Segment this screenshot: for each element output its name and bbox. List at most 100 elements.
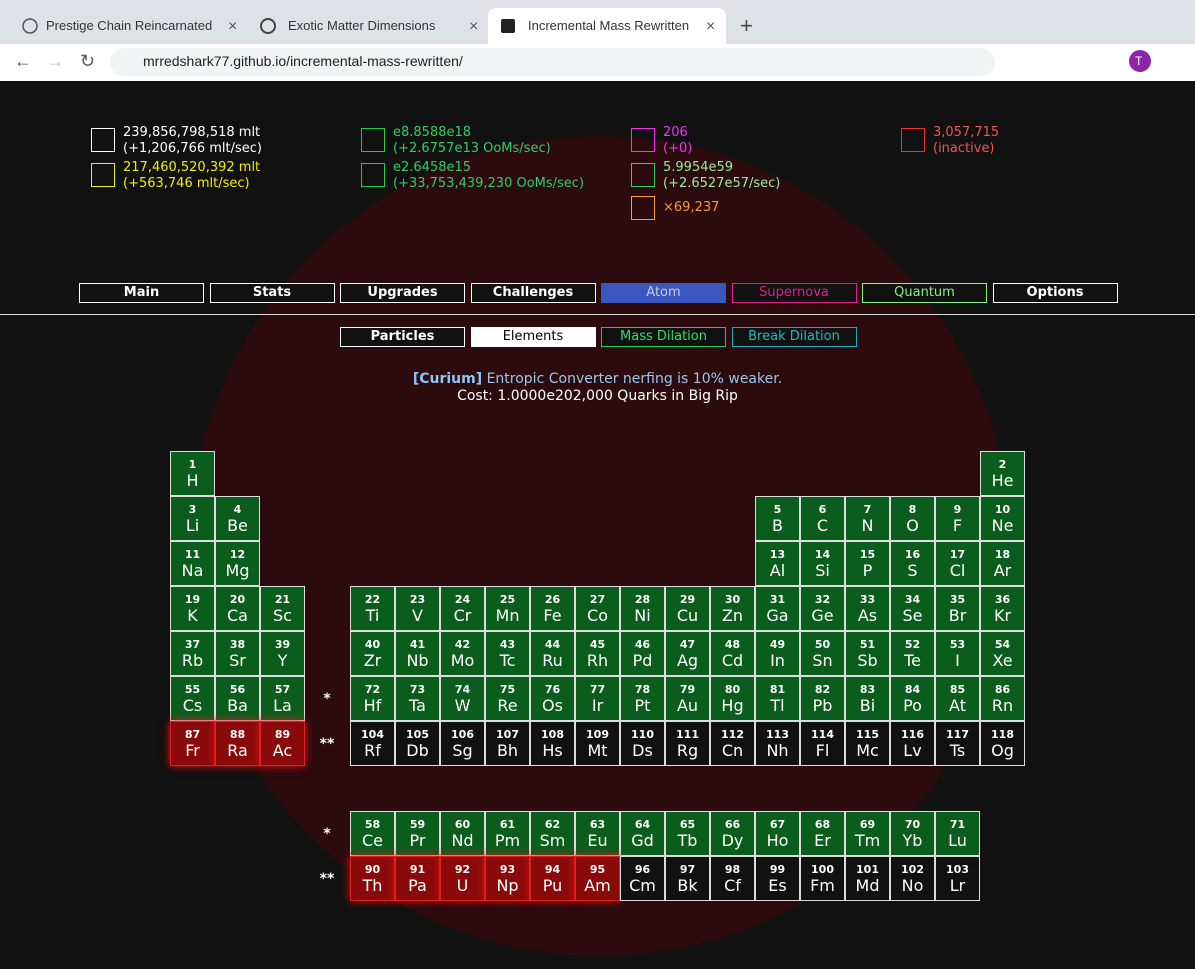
element-cell[interactable]: 11 Na xyxy=(170,541,215,586)
element-cell[interactable]: 10 Ne xyxy=(980,496,1025,541)
element-cell[interactable]: 112 Cn xyxy=(710,721,755,766)
element-cell[interactable]: 73 Ta xyxy=(395,676,440,721)
element-cell[interactable]: 104 Rf xyxy=(350,721,395,766)
subtab-button[interactable]: Mass Dilation xyxy=(601,327,726,347)
tab-button[interactable]: Options xyxy=(992,283,1118,303)
element-cell[interactable]: 33 As xyxy=(845,586,890,631)
element-cell[interactable]: 4 Be xyxy=(215,496,260,541)
browser-tab[interactable]: Exotic Matter Dimensions xyxy=(248,8,486,44)
tab-button[interactable]: Atom xyxy=(601,283,726,303)
element-cell[interactable]: 51 Sb xyxy=(845,631,890,676)
element-cell[interactable]: 18 Ar xyxy=(980,541,1025,586)
element-cell[interactable]: 105 Db xyxy=(395,721,440,766)
element-cell[interactable]: 20 Ca xyxy=(215,586,260,631)
element-cell[interactable]: 96 Cm xyxy=(620,856,665,901)
element-cell[interactable]: 22 Ti xyxy=(350,586,395,631)
element-cell[interactable]: 107 Bh xyxy=(485,721,530,766)
element-cell[interactable]: 78 Pt xyxy=(620,676,665,721)
element-cell[interactable]: 82 Pb xyxy=(800,676,845,721)
element-cell[interactable]: 28 Ni xyxy=(620,586,665,631)
browser-tab[interactable]: Prestige Chain Reincarnated xyxy=(6,8,244,44)
subtab-button[interactable]: Elements xyxy=(470,327,596,347)
element-cell[interactable]: 101 Md xyxy=(845,856,890,901)
element-cell[interactable]: 41 Nb xyxy=(395,631,440,676)
element-cell[interactable]: 48 Cd xyxy=(710,631,755,676)
element-cell[interactable]: 12 Mg xyxy=(215,541,260,586)
element-cell[interactable]: 93 Np xyxy=(485,856,530,901)
element-cell[interactable]: 75 Re xyxy=(485,676,530,721)
element-cell[interactable]: 13 Al xyxy=(755,541,800,586)
element-cell[interactable]: 2 He xyxy=(980,451,1025,496)
element-cell[interactable]: 44 Ru xyxy=(530,631,575,676)
element-cell[interactable]: 14 Si xyxy=(800,541,845,586)
url[interactable]: mrredshark77.github.io/incremental-mass-… xyxy=(143,53,463,69)
tab-button[interactable]: Quantum xyxy=(862,283,987,303)
element-cell[interactable]: 30 Zn xyxy=(710,586,755,631)
element-cell[interactable]: 79 Au xyxy=(665,676,710,721)
element-cell[interactable]: 98 Cf xyxy=(710,856,755,901)
element-cell[interactable]: 50 Sn xyxy=(800,631,845,676)
element-cell[interactable]: 100 Fm xyxy=(800,856,845,901)
element-cell[interactable]: 66 Dy xyxy=(710,811,755,856)
element-cell[interactable]: 106 Sg xyxy=(440,721,485,766)
tab-button[interactable]: Stats xyxy=(209,283,335,303)
element-cell[interactable]: 67 Ho xyxy=(755,811,800,856)
element-cell[interactable]: 86 Rn xyxy=(980,676,1025,721)
element-cell[interactable]: 17 Cl xyxy=(935,541,980,586)
profile-initial[interactable]: T xyxy=(1135,54,1143,68)
element-cell[interactable]: 108 Hs xyxy=(530,721,575,766)
element-cell[interactable]: 19 K xyxy=(170,586,215,631)
element-cell[interactable]: 46 Pd xyxy=(620,631,665,676)
element-cell[interactable]: 94 Pu xyxy=(530,856,575,901)
tab-button[interactable]: Main xyxy=(79,283,204,303)
element-cell[interactable]: 56 Ba xyxy=(215,676,260,721)
element-cell[interactable]: 24 Cr xyxy=(440,586,485,631)
element-cell[interactable]: 45 Rh xyxy=(575,631,620,676)
element-cell[interactable]: 95 Am xyxy=(575,856,620,901)
element-cell[interactable]: 102 No xyxy=(890,856,935,901)
element-cell[interactable]: 115 Mc xyxy=(845,721,890,766)
element-cell[interactable]: 113 Nh xyxy=(755,721,800,766)
tab-button[interactable]: Upgrades xyxy=(340,283,465,303)
element-cell[interactable]: 16 S xyxy=(890,541,935,586)
element-cell[interactable]: 88 Ra xyxy=(215,721,260,766)
element-cell[interactable]: 54 Xe xyxy=(980,631,1025,676)
subtab-button[interactable]: Break Dilation xyxy=(731,327,857,347)
element-cell[interactable]: 117 Ts xyxy=(935,721,980,766)
element-cell[interactable]: 25 Mn xyxy=(485,586,530,631)
element-cell[interactable]: 116 Lv xyxy=(890,721,935,766)
element-cell[interactable]: 62 Sm xyxy=(530,811,575,856)
element-cell[interactable]: 103 Lr xyxy=(935,856,980,901)
element-cell[interactable]: 114 Fl xyxy=(800,721,845,766)
element-cell[interactable]: 64 Gd xyxy=(620,811,665,856)
element-cell[interactable]: 27 Co xyxy=(575,586,620,631)
element-cell[interactable]: 32 Ge xyxy=(800,586,845,631)
element-cell[interactable]: 15 P xyxy=(845,541,890,586)
element-cell[interactable]: 58 Ce xyxy=(350,811,395,856)
element-cell[interactable]: 55 Cs xyxy=(170,676,215,721)
element-cell[interactable]: 68 Er xyxy=(800,811,845,856)
element-cell[interactable]: 21 Sc xyxy=(260,586,305,631)
element-cell[interactable]: 97 Bk xyxy=(665,856,710,901)
element-cell[interactable]: 52 Te xyxy=(890,631,935,676)
element-cell[interactable]: 31 Ga xyxy=(755,586,800,631)
element-cell[interactable]: 89 Ac xyxy=(260,721,305,766)
browser-tab[interactable]: Incremental Mass Rewritten xyxy=(488,8,726,44)
element-cell[interactable]: 47 Ag xyxy=(665,631,710,676)
element-cell[interactable]: 40 Zr xyxy=(350,631,395,676)
element-cell[interactable]: 34 Se xyxy=(890,586,935,631)
element-cell[interactable]: 23 V xyxy=(395,586,440,631)
tab-button[interactable]: Challenges xyxy=(470,283,596,303)
element-cell[interactable]: 91 Pa xyxy=(395,856,440,901)
element-cell[interactable]: 42 Mo xyxy=(440,631,485,676)
element-cell[interactable]: 38 Sr xyxy=(215,631,260,676)
element-cell[interactable]: 80 Hg xyxy=(710,676,755,721)
element-cell[interactable]: 111 Rg xyxy=(665,721,710,766)
element-cell[interactable]: 110 Ds xyxy=(620,721,665,766)
element-cell[interactable]: 87 Fr xyxy=(170,721,215,766)
